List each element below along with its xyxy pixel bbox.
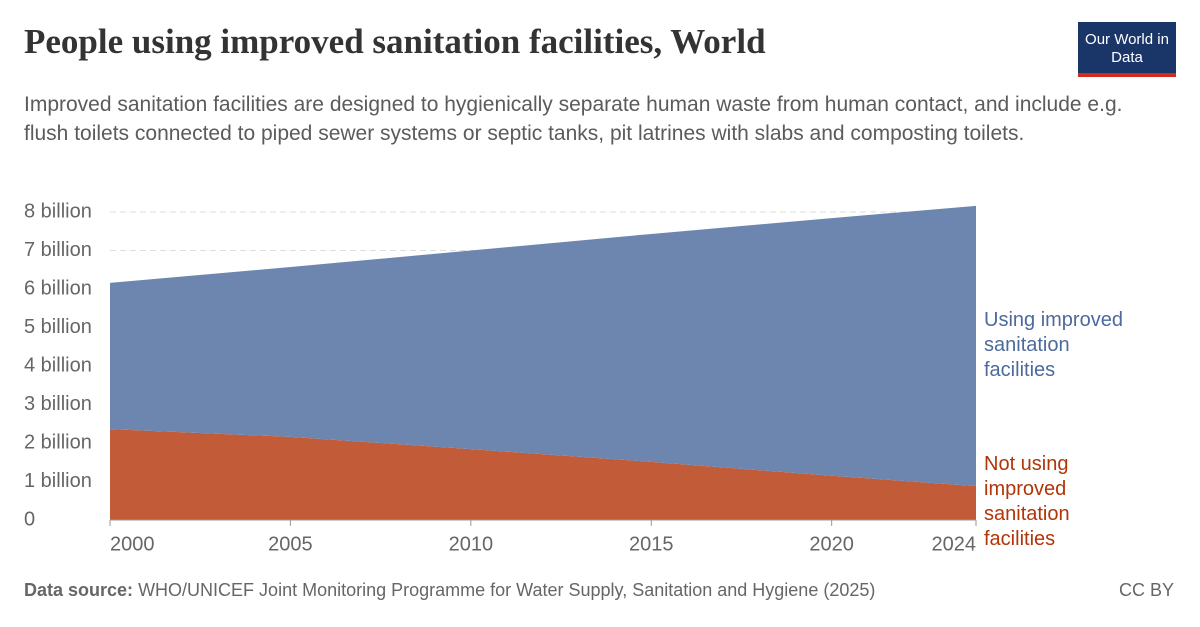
y-tick-label: 0 (24, 508, 35, 530)
x-tick-label: 2015 (629, 533, 674, 555)
y-tick-label: 7 billion (24, 239, 92, 261)
source-text: WHO/UNICEF Joint Monitoring Programme fo… (138, 580, 876, 600)
y-tick-label: 8 billion (24, 200, 92, 222)
x-tick-label: 2010 (449, 533, 494, 555)
y-tick-label: 5 billion (24, 316, 92, 338)
x-tick-label: 2020 (809, 533, 854, 555)
x-tick-label: 2024 (932, 533, 977, 555)
x-tick-label: 2005 (268, 533, 313, 555)
area (110, 429, 976, 520)
y-tick-label: 2 billion (24, 431, 92, 453)
chart-title: People using improved sanitation facilit… (24, 22, 766, 61)
y-tick-label: 3 billion (24, 393, 92, 415)
y-tick-label: 6 billion (24, 277, 92, 299)
x-tick-label: 2000 (110, 533, 155, 555)
y-tick-label: 1 billion (24, 470, 92, 492)
source: Data source: WHO/UNICEF Joint Monitoring… (24, 580, 875, 601)
source-label: Data source: (24, 580, 134, 600)
area (110, 205, 976, 487)
logo[interactable]: Our World in Data (1078, 22, 1176, 77)
series-label[interactable]: Using improved sanitation facilities (984, 309, 1123, 382)
series-label[interactable]: Not using improved sanitation facilities (984, 453, 1070, 550)
license[interactable]: CC BY (1118, 580, 1174, 600)
chart-subtitle: Improved sanitation facilities are desig… (24, 93, 1123, 145)
y-tick-label: 4 billion (24, 354, 92, 376)
